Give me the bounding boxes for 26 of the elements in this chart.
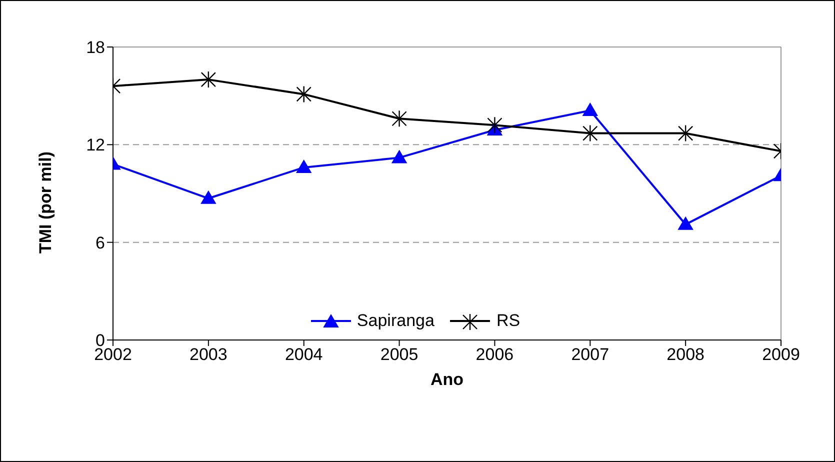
point (487, 116, 502, 134)
point (678, 216, 694, 230)
x-tick-label: 2007 (571, 345, 610, 364)
y-axis-title: TMI (por mil) (36, 152, 56, 254)
x-tick-label: 2009 (762, 345, 800, 364)
y-tick-label: 12 (86, 136, 105, 155)
x-tick-label: 2002 (94, 345, 132, 364)
x-tick-label: 2003 (190, 345, 228, 364)
point (392, 110, 407, 128)
x-tick-label: 2008 (666, 345, 704, 364)
point (200, 190, 216, 204)
legend-label: Sapiranga (356, 311, 434, 331)
point (582, 124, 598, 142)
point (200, 70, 216, 88)
point (296, 160, 312, 173)
y-tick-label: 18 (86, 38, 105, 58)
point (392, 150, 407, 164)
x-axis-title: Ano (430, 370, 464, 389)
point (678, 124, 694, 142)
legend-label: RS (496, 311, 520, 331)
point (296, 86, 312, 103)
x-tick-label: 2004 (284, 345, 323, 364)
x-tick-label: 2005 (380, 345, 418, 364)
x-tick-label: 2006 (476, 345, 514, 364)
point (582, 102, 598, 116)
y-tick-label: 6 (96, 233, 105, 252)
